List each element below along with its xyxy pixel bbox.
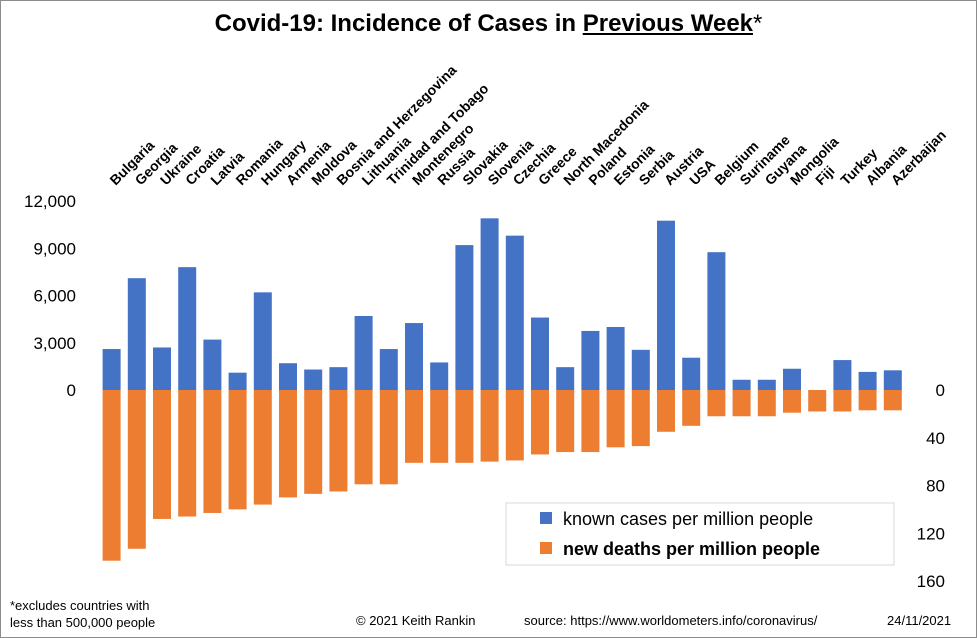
deaths-bar <box>279 390 297 498</box>
right-axis-tick-label: 0 <box>936 381 945 400</box>
cases-bar <box>757 379 776 390</box>
deaths-bar <box>581 390 600 453</box>
cases-bar <box>556 367 575 390</box>
cases-bar <box>127 278 146 390</box>
deaths-bar <box>808 390 827 412</box>
legend-label-cases: known cases per million people <box>563 509 813 529</box>
cases-bar <box>253 292 272 390</box>
deaths-bar <box>329 390 348 492</box>
deaths-bar <box>102 390 121 561</box>
deaths-bar <box>228 390 247 510</box>
cases-bar <box>883 370 902 390</box>
cases-bar <box>682 357 701 390</box>
cases-bar <box>531 317 549 390</box>
footnote: *excludes countries with less than 500,0… <box>10 597 155 631</box>
left-axis-tick-label: 6,000 <box>33 287 76 306</box>
deaths-bar <box>833 390 852 412</box>
cases-bar <box>783 368 801 390</box>
cases-bar <box>833 360 852 390</box>
footnote-line-1: *excludes countries with <box>10 598 150 613</box>
deaths-bar <box>707 390 726 417</box>
right-axis-tick-label: 120 <box>917 524 945 543</box>
title-prefix: Covid-19: Incidence of Cases in <box>214 10 583 37</box>
legend-box <box>505 502 895 566</box>
cases-bar <box>707 252 726 390</box>
deaths-bar <box>379 390 398 485</box>
cases-bar <box>178 267 197 390</box>
left-axis-tick-label: 3,000 <box>33 334 76 353</box>
deaths-bar <box>480 390 499 462</box>
right-axis-tick-label: 40 <box>926 429 945 448</box>
deaths-bar <box>505 390 524 461</box>
cases-bar <box>657 220 675 390</box>
deaths-bar <box>531 390 549 455</box>
deaths-bar <box>127 390 146 549</box>
cases-bar <box>203 339 222 390</box>
cases-bar <box>279 363 297 390</box>
source-credit: source: https://www.worldometers.info/co… <box>524 613 818 628</box>
deaths-bar <box>405 390 423 463</box>
deaths-bar <box>153 390 171 519</box>
cases-bar <box>102 349 121 390</box>
deaths-bar <box>732 390 751 417</box>
cases-bar <box>631 349 650 390</box>
legend-swatch-deaths <box>540 542 552 554</box>
deaths-bar <box>757 390 776 417</box>
deaths-bar <box>556 390 575 453</box>
deaths-bar <box>253 390 272 505</box>
cases-bar <box>304 369 323 390</box>
cases-bar <box>505 235 524 390</box>
right-axis-tick-label: 80 <box>926 477 945 496</box>
deaths-bar <box>631 390 650 447</box>
deaths-bar <box>883 390 902 411</box>
cases-bar <box>228 372 247 390</box>
cases-bar <box>858 371 877 390</box>
legend-swatch-cases <box>540 512 552 524</box>
deaths-bar <box>178 390 197 517</box>
cases-bar <box>430 362 449 390</box>
deaths-bar <box>203 390 222 513</box>
copyright-credit: © 2021 Keith Rankin <box>356 613 476 628</box>
cases-bar <box>480 218 499 390</box>
left-axis-tick-label: 0 <box>67 381 76 400</box>
cases-bar <box>455 245 474 390</box>
cases-bar <box>732 379 751 390</box>
cases-bar <box>354 315 373 390</box>
cases-bar <box>153 347 171 390</box>
deaths-bar <box>858 390 877 411</box>
right-axis-tick-label: 160 <box>917 572 945 591</box>
deaths-bar <box>430 390 449 463</box>
deaths-bar <box>783 390 801 413</box>
left-axis-tick-label: 12,000 <box>24 192 76 211</box>
cases-bar <box>581 330 600 390</box>
deaths-bar <box>657 390 675 432</box>
left-axis-tick-label: 9,000 <box>33 239 76 258</box>
deaths-bar <box>606 390 625 448</box>
cases-bar <box>379 349 398 390</box>
deaths-bar <box>354 390 373 485</box>
title-suffix: * <box>753 10 763 37</box>
title-underlined: Previous Week <box>582 10 754 37</box>
cases-bar <box>329 367 348 390</box>
deaths-bar <box>304 390 323 494</box>
legend-label-deaths: new deaths per million people <box>563 539 820 559</box>
footnote-line-2: less than 500,000 people <box>10 615 156 630</box>
cases-bar <box>405 323 423 390</box>
deaths-bar <box>455 390 474 463</box>
deaths-bar <box>682 390 701 426</box>
date-credit: 24/11/2021 <box>887 613 952 628</box>
cases-bar <box>606 327 625 390</box>
chart-title: Covid-19: Incidence of Cases in Previous… <box>0 10 977 38</box>
